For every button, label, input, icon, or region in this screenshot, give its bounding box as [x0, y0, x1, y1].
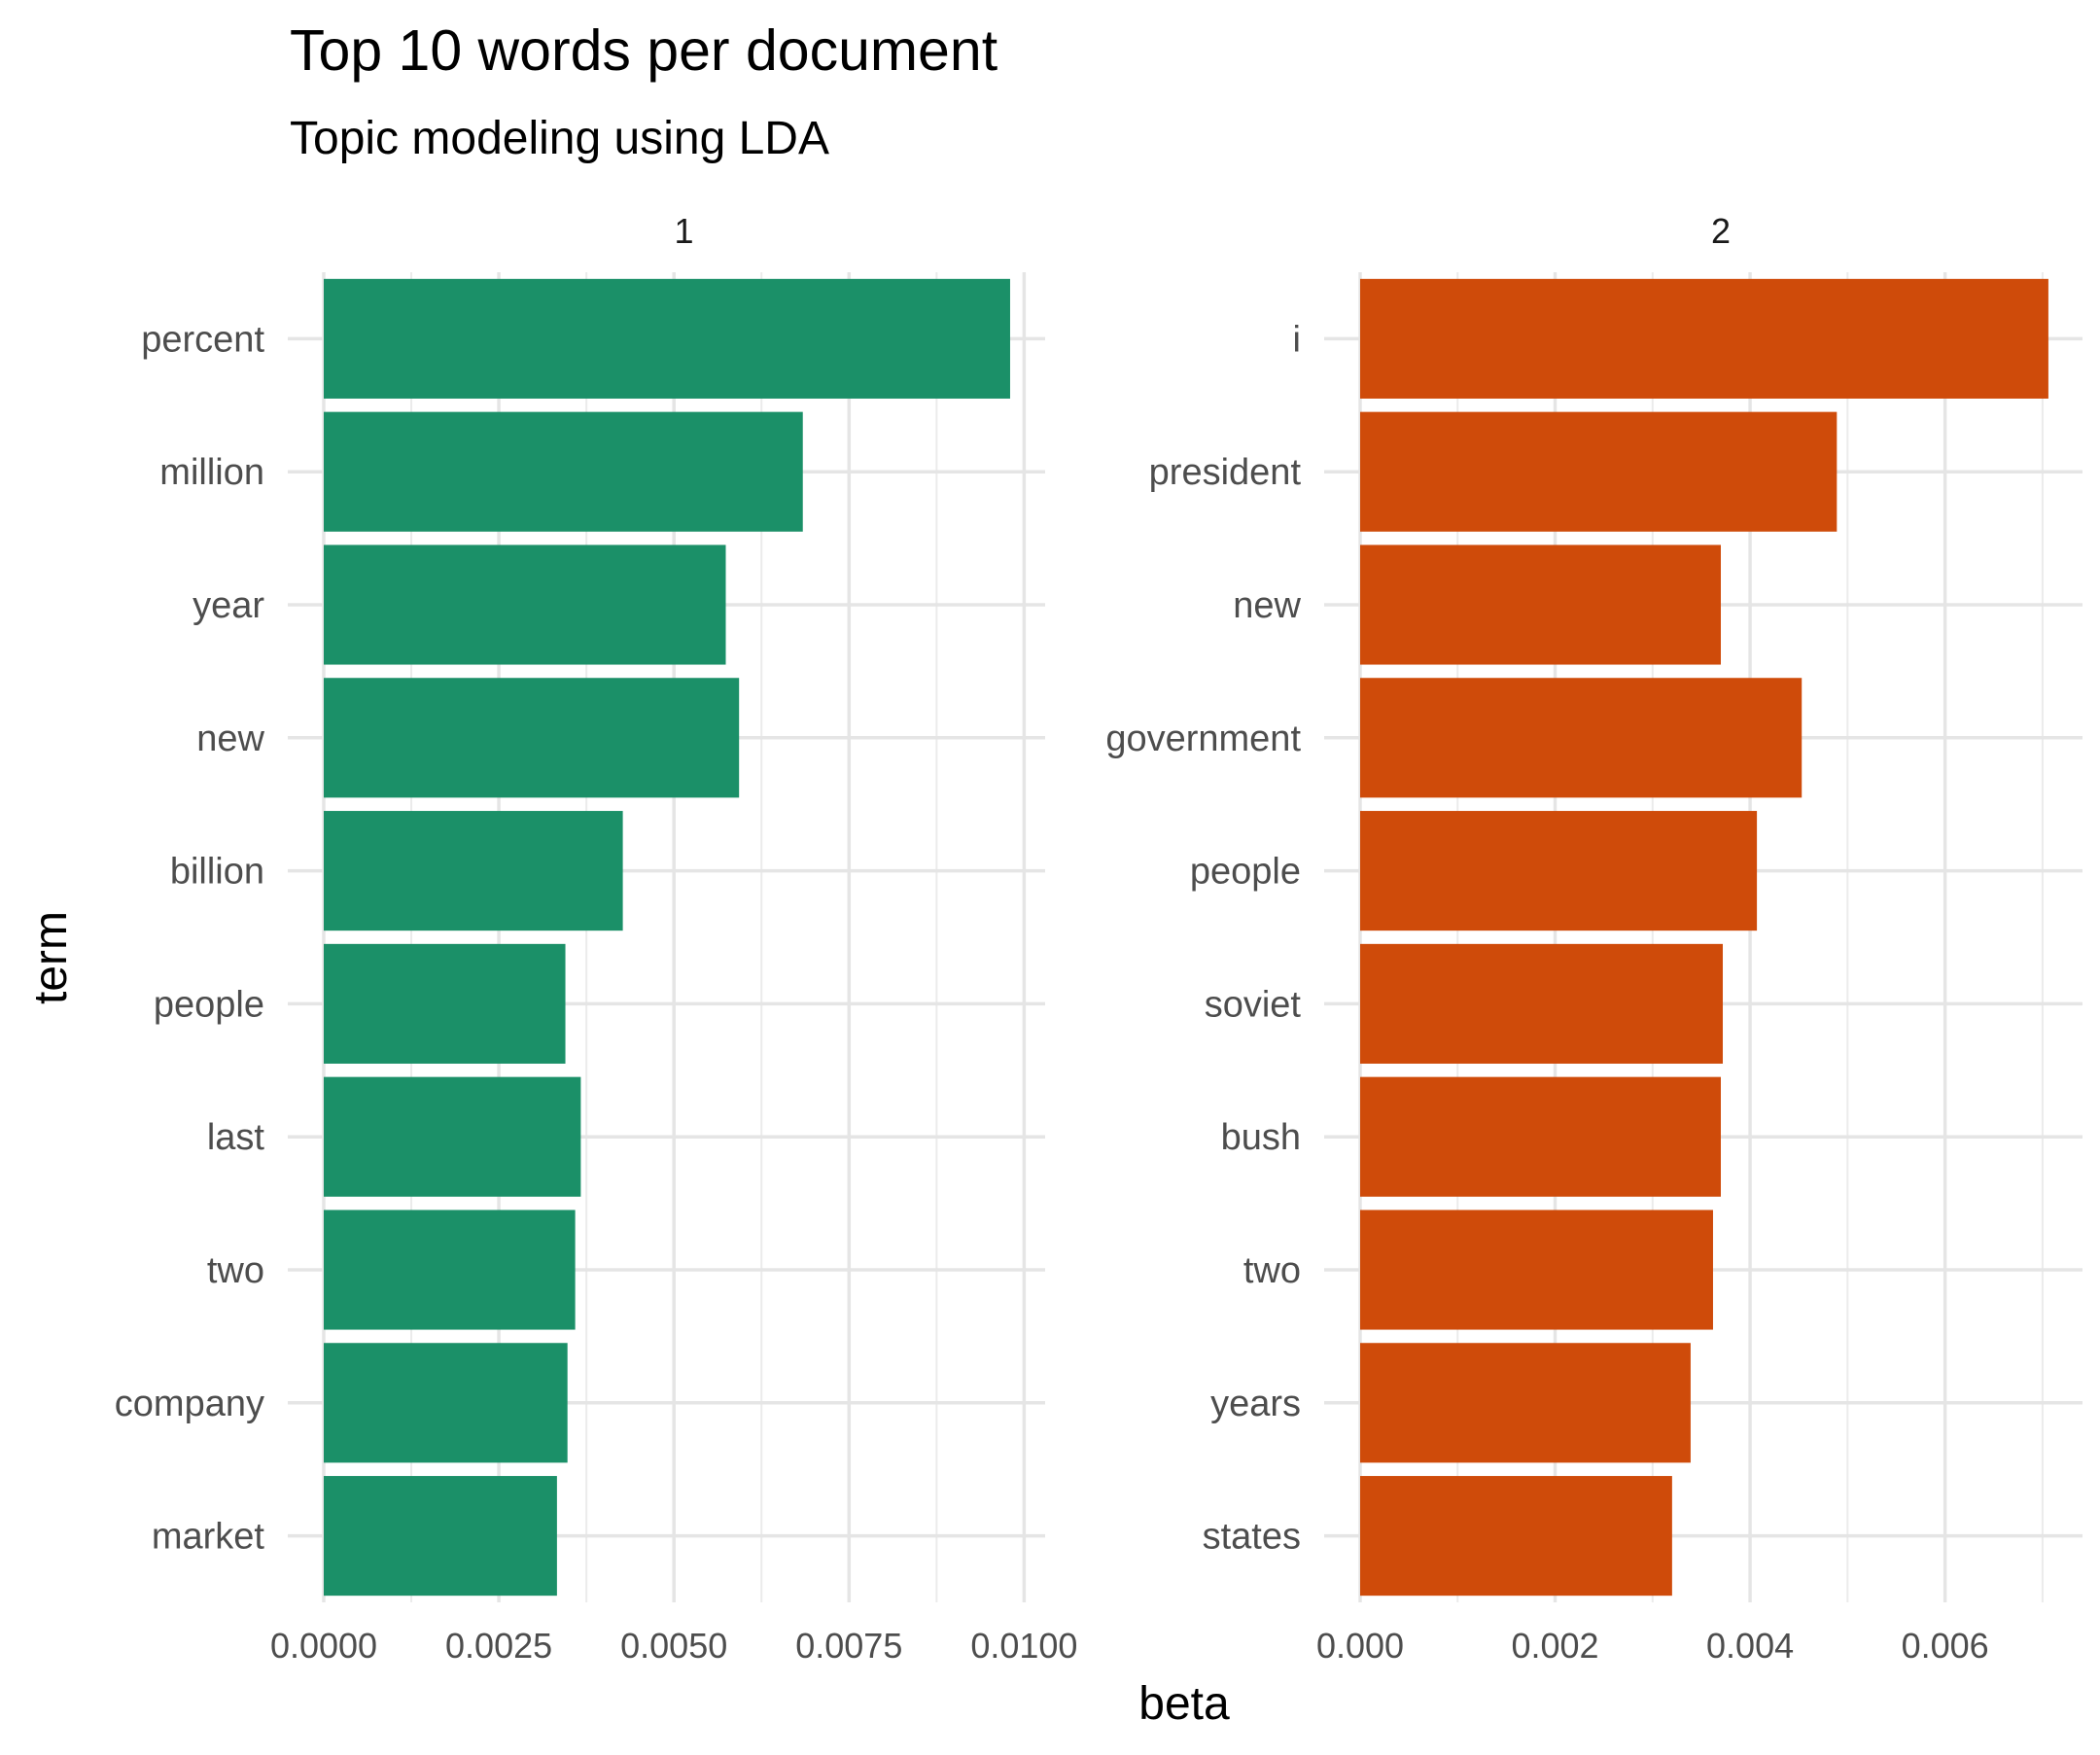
x-tick-label: 0.002 — [1511, 1626, 1598, 1666]
y-tick-label: people — [1190, 852, 1301, 893]
bar-percent — [324, 278, 1010, 399]
y-tick-label: government — [1105, 719, 1301, 759]
x-tick-label: 0.006 — [1902, 1626, 1989, 1666]
y-tick-label: million — [159, 452, 264, 493]
bar-president — [1360, 411, 1838, 532]
y-tick-label: two — [1243, 1250, 1301, 1291]
facet-strip-label: 1 — [674, 211, 693, 251]
y-tick-label: people — [154, 984, 264, 1025]
bar-years — [1360, 1343, 1691, 1463]
y-tick-label: company — [115, 1384, 264, 1424]
x-tick-label: 0.0075 — [795, 1626, 902, 1666]
y-tick-label: i — [1293, 319, 1301, 360]
bar-billion — [324, 811, 623, 931]
bar-people — [1360, 811, 1758, 931]
chart-subtitle: Topic modeling using LDA — [290, 113, 829, 164]
bar-states — [1360, 1476, 1672, 1597]
x-tick-label: 0.0000 — [270, 1626, 377, 1666]
y-tick-label: new — [1233, 585, 1301, 626]
y-tick-label: bush — [1221, 1117, 1301, 1158]
y-tick-label: year — [192, 585, 264, 626]
y-tick-label: soviet — [1205, 984, 1302, 1025]
bar-new — [324, 678, 740, 798]
bar-people — [324, 943, 566, 1064]
bar-i — [1360, 278, 2048, 399]
y-tick-label: market — [152, 1517, 265, 1558]
bar-government — [1360, 678, 1802, 798]
bar-company — [324, 1343, 568, 1463]
bar-soviet — [1360, 943, 1724, 1064]
facet-panel-1: percent million year new billion people last tw… — [115, 211, 1078, 1666]
bar-two — [1360, 1210, 1713, 1330]
x-axis-title: beta — [1138, 1678, 1230, 1730]
y-tick-label: percent — [141, 319, 264, 360]
x-tick-label: 0.0050 — [620, 1626, 727, 1666]
y-axis-title: term — [25, 911, 77, 1004]
facet-strip-label: 2 — [1711, 211, 1731, 251]
x-tick-label: 0.004 — [1706, 1626, 1794, 1666]
y-tick-label: billion — [170, 852, 264, 893]
bar-year — [324, 544, 726, 665]
bar-last — [324, 1076, 581, 1197]
y-tick-label: states — [1203, 1517, 1301, 1558]
y-tick-label: two — [207, 1250, 264, 1291]
x-tick-label: 0.0025 — [445, 1626, 552, 1666]
facet-panel-2: i president new government people soviet bush t… — [1105, 211, 2082, 1666]
bar-two — [324, 1210, 576, 1330]
bar-new — [1360, 544, 1721, 665]
x-tick-label: 0.000 — [1316, 1626, 1404, 1666]
y-tick-label: new — [196, 719, 264, 759]
x-tick-label: 0.0100 — [970, 1626, 1077, 1666]
y-tick-label: president — [1149, 452, 1302, 493]
bar-bush — [1360, 1076, 1721, 1197]
bar-million — [324, 411, 803, 532]
y-tick-label: years — [1210, 1384, 1301, 1424]
facet-panels: percent million year new billion people last tw… — [115, 211, 2082, 1666]
bar-market — [324, 1476, 557, 1597]
y-tick-label: last — [207, 1117, 265, 1158]
chart-title: Top 10 words per document — [290, 18, 998, 83]
